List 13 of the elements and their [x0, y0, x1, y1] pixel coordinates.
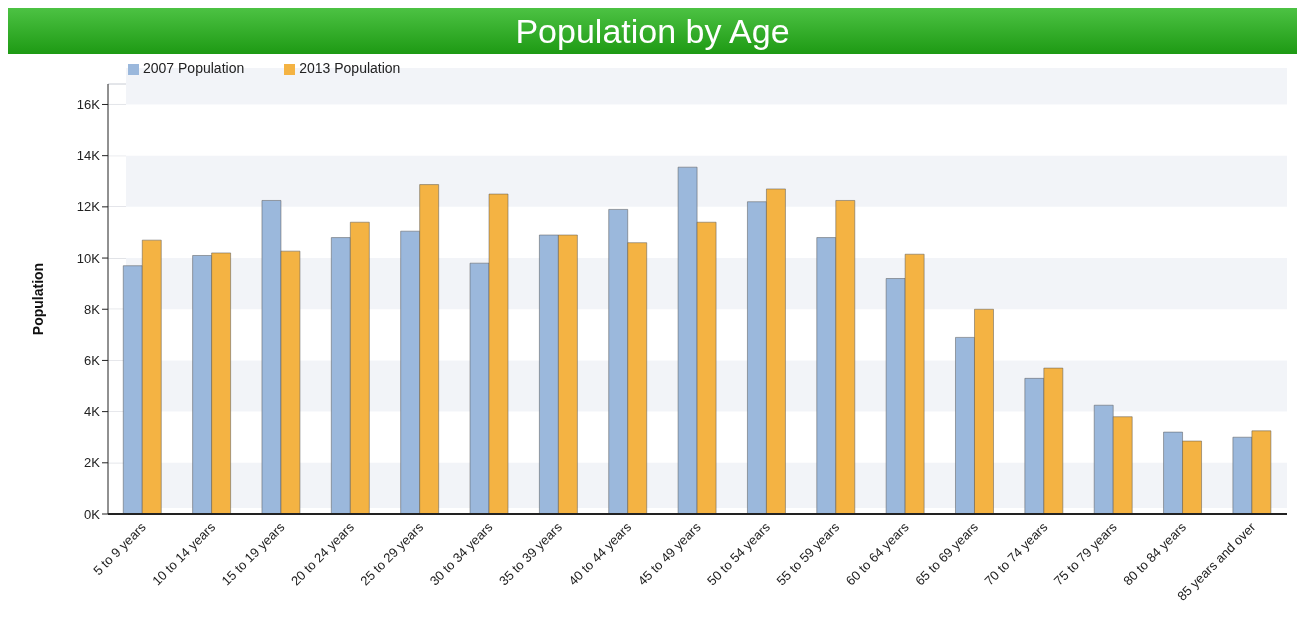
legend-label: 2007 Population	[143, 60, 245, 76]
y-tick-label: 8K	[84, 301, 101, 317]
y-tick-label: 16K	[76, 97, 101, 113]
y-tick-label: 6K	[84, 353, 101, 369]
y-tick-label: 2K	[84, 455, 101, 471]
y-tick-label: 0K	[84, 506, 101, 522]
legend-label: 2013 Population	[299, 60, 401, 76]
chart-title: Population by Age	[8, 8, 1297, 54]
y-tick-label: 14K	[76, 148, 101, 164]
y-tick-label: 12K	[76, 199, 101, 215]
y-axis-title: Population	[29, 262, 46, 336]
y-tick-label: 10K	[76, 250, 101, 266]
y-tick-label: 4K	[84, 404, 101, 420]
